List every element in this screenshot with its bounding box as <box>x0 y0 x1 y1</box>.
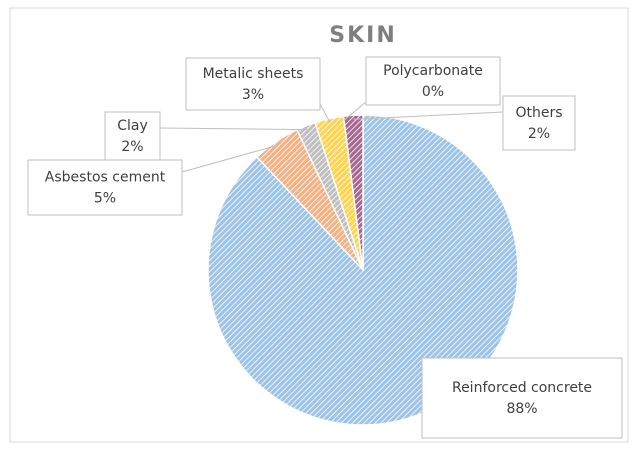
category-label: Clay <box>117 118 148 134</box>
leader-line <box>319 103 331 123</box>
pie-slice <box>342 114 364 271</box>
leader-line <box>159 127 308 131</box>
leader-line <box>181 144 279 173</box>
label-box <box>502 95 576 151</box>
category-label: Metalic sheets <box>203 66 304 82</box>
value-label: 5% <box>94 191 116 207</box>
label-box <box>421 357 623 439</box>
label-box <box>365 56 501 106</box>
category-label: Others <box>515 105 562 121</box>
value-label: 2% <box>121 139 143 155</box>
leader-line <box>343 101 367 121</box>
value-label: 3% <box>242 87 264 103</box>
category-label: Reinforced concrete <box>452 380 592 396</box>
label-box <box>185 57 321 111</box>
chart-title: SKIN <box>329 23 397 48</box>
value-label: 0% <box>422 84 444 100</box>
category-label: Polycarbonate <box>383 63 483 79</box>
value-label: 2% <box>528 126 550 142</box>
label-box <box>27 159 183 216</box>
leader-line <box>353 111 504 120</box>
label-box <box>104 111 161 161</box>
value-label: 88% <box>506 401 537 417</box>
category-label: Asbestos cement <box>45 170 166 186</box>
